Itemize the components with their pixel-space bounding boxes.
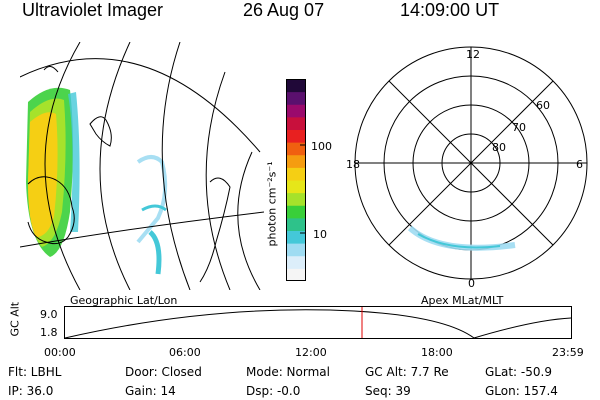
apex-polar-plot	[354, 46, 588, 280]
colorbar-segment	[286, 79, 306, 93]
date-label: 26 Aug 07	[243, 0, 325, 20]
colorbar-segment	[286, 205, 306, 219]
altitude-strip-plot	[64, 306, 572, 339]
altitude-xtick-0: 00:00	[44, 346, 76, 359]
colorbar-unit-label: photon cm⁻²s⁻¹	[265, 161, 279, 247]
info-dsp: Dsp: -0.0	[246, 384, 301, 398]
altitude-curve	[64, 309, 572, 339]
title-bar: Ultraviolet Imager 26 Aug 07 14:09:00 UT	[0, 0, 560, 24]
info-seq: Seq: 39	[365, 384, 411, 398]
colorbar-tick-10: 10	[313, 228, 327, 241]
altitude-xtick-3: 18:00	[421, 346, 453, 359]
colorbar-segment	[286, 243, 306, 257]
altitude-xtick-4: 23:59	[552, 346, 584, 359]
colorbar-segment	[286, 192, 306, 206]
auroral-emission-left	[26, 87, 168, 275]
time-label: 14:09:00 UT	[400, 0, 500, 20]
colorbar-segment	[286, 116, 306, 130]
colorbar	[286, 79, 306, 281]
colorbar-segment	[286, 217, 306, 231]
auroral-emission-polar-core	[417, 233, 501, 249]
altitude-xtick-1: 06:00	[169, 346, 201, 359]
mlt-label-0: 0	[468, 277, 475, 290]
info-gain: Gain: 14	[125, 384, 176, 398]
info-door: Door: Closed	[125, 365, 202, 379]
geographic-image-panel	[20, 42, 264, 290]
colorbar-segment	[286, 142, 306, 156]
instrument-title: Ultraviolet Imager	[22, 0, 164, 20]
mlt-label-18: 18	[346, 158, 360, 171]
colorbar-segment	[286, 230, 306, 244]
apex-panel-label: Apex MLat/MLT	[421, 294, 504, 307]
info-ip: IP: 36.0	[8, 384, 54, 398]
colorbar-segment	[286, 154, 306, 168]
mlat-label-60: 60	[536, 99, 550, 112]
mlt-label-12: 12	[466, 48, 480, 61]
info-glat: GLat: -50.9	[485, 365, 552, 379]
mlat-label-70: 70	[512, 121, 526, 134]
colorbar-segment	[286, 180, 306, 194]
colorbar-segment	[286, 167, 306, 181]
info-gc-alt: GC Alt: 7.7 Re	[365, 365, 449, 379]
geographic-panel-label: Geographic Lat/Lon	[70, 294, 178, 307]
altitude-ytick-bottom: 1.8	[40, 326, 58, 339]
colorbar-segment	[286, 255, 306, 269]
colorbar-tick-100: 100	[311, 140, 332, 153]
info-glon: GLon: 157.4	[485, 384, 558, 398]
coastline-outline	[27, 66, 231, 283]
colorbar-segment	[286, 104, 306, 118]
colorbar-segment	[286, 129, 306, 143]
polar-diagonal-2	[388, 80, 554, 246]
info-mode: Mode: Normal	[246, 365, 330, 379]
mlat-label-80: 80	[492, 141, 506, 154]
altitude-ylabel: GC Alt	[8, 301, 22, 337]
altitude-xtick-2: 12:00	[295, 346, 327, 359]
mlt-label-6: 6	[576, 158, 583, 171]
info-filter: Flt: LBHL	[8, 365, 62, 379]
altitude-ytick-top: 9.0	[40, 308, 58, 321]
colorbar-segment	[286, 268, 306, 281]
colorbar-segment	[286, 91, 306, 105]
